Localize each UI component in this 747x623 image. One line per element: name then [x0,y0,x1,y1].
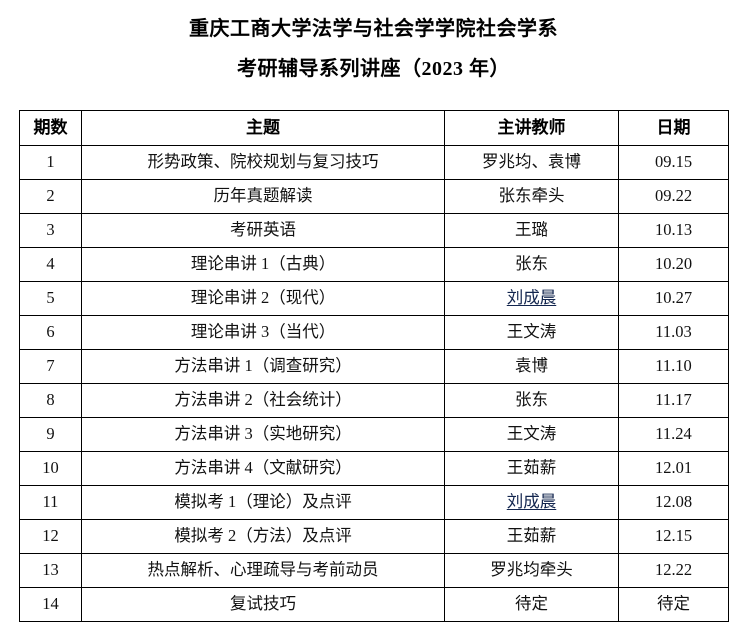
cell-topic: 理论串讲 2（现代） [81,281,445,316]
cell-session-number: 6 [19,315,82,350]
table-row: 10 方法串讲 4（文献研究） 王茹薪 12.01 [19,451,729,486]
cell-topic: 方法串讲 2（社会统计） [81,383,445,418]
cell-lecturer: 王文涛 [444,315,619,350]
schedule-table-wrapper: 期数 主题 主讲教师 日期 1 形势政策、院校规划与复习技巧 罗兆均、袁博 09.15… [0,110,747,622]
cell-topic: 热点解析、心理疏导与考前动员 [81,553,445,588]
cell-session-number: 2 [19,179,82,214]
cell-session-number: 13 [19,553,82,588]
cell-date: 11.17 [618,383,729,418]
table-body: 1 形势政策、院校规划与复习技巧 罗兆均、袁博 09.15 2 历年真题解读 张东牵头 09.… [19,145,729,622]
table-row: 3 考研英语 王璐 10.13 [19,213,729,248]
cell-lecturer: 待定 [444,587,619,622]
table-row: 11 模拟考 1（理论）及点评 刘成晨 12.08 [19,485,729,520]
cell-topic: 模拟考 2（方法）及点评 [81,519,445,554]
table-row: 12 模拟考 2（方法）及点评 王茹薪 12.15 [19,519,729,554]
cell-date: 09.15 [618,145,729,180]
cell-topic: 理论串讲 3（当代） [81,315,445,350]
cell-date: 10.13 [618,213,729,248]
cell-lecturer: 罗兆均、袁博 [444,145,619,180]
column-header-lecturer: 主讲教师 [444,110,619,146]
cell-lecturer: 张东 [444,247,619,282]
table-row: 9 方法串讲 3（实地研究） 王文涛 11.24 [19,417,729,452]
table-row: 8 方法串讲 2（社会统计） 张东 11.17 [19,383,729,418]
cell-session-number: 14 [19,587,82,622]
cell-lecturer: 王璐 [444,213,619,248]
column-header-topic: 主题 [81,110,445,146]
cell-date: 12.08 [618,485,729,520]
cell-topic: 理论串讲 1（古典） [81,247,445,282]
cell-date: 12.15 [618,519,729,554]
column-header-date: 日期 [618,110,729,146]
cell-session-number: 10 [19,451,82,486]
cell-date: 11.10 [618,349,729,384]
cell-date: 12.22 [618,553,729,588]
document-title-block: 重庆工商大学法学与社会学学院社会学系 考研辅导系列讲座（2023 年） [0,0,747,86]
table-row: 6 理论串讲 3（当代） 王文涛 11.03 [19,315,729,350]
table-row: 2 历年真题解读 张东牵头 09.22 [19,179,729,214]
cell-date: 待定 [618,587,729,622]
cell-lecturer: 刘成晨 [444,281,619,316]
cell-lecturer: 王茹薪 [444,451,619,486]
cell-date: 09.22 [618,179,729,214]
cell-topic: 方法串讲 1（调查研究） [81,349,445,384]
lecturer-link[interactable]: 刘成晨 [506,492,557,512]
page-title-line-1: 重庆工商大学法学与社会学学院社会学系 [189,18,558,40]
cell-session-number: 1 [19,145,82,180]
page-title-line-2: 考研辅导系列讲座（2023 年） [237,58,510,80]
cell-topic: 方法串讲 3（实地研究） [81,417,445,452]
cell-topic: 历年真题解读 [81,179,445,214]
cell-lecturer: 王茹薪 [444,519,619,554]
lecture-schedule-table: 期数 主题 主讲教师 日期 1 形势政策、院校规划与复习技巧 罗兆均、袁博 09.15… [19,110,729,622]
cell-lecturer: 张东牵头 [444,179,619,214]
column-header-session-number: 期数 [19,110,82,146]
table-row: 4 理论串讲 1（古典） 张东 10.20 [19,247,729,282]
cell-lecturer: 袁博 [444,349,619,384]
cell-session-number: 8 [19,383,82,418]
table-row: 7 方法串讲 1（调查研究） 袁博 11.10 [19,349,729,384]
table-header-row: 期数 主题 主讲教师 日期 [19,110,729,146]
cell-date: 10.27 [618,281,729,316]
table-row: 5 理论串讲 2（现代） 刘成晨 10.27 [19,281,729,316]
cell-date: 10.20 [618,247,729,282]
cell-topic: 模拟考 1（理论）及点评 [81,485,445,520]
table-header: 期数 主题 主讲教师 日期 [19,110,729,146]
cell-date: 12.01 [618,451,729,486]
table-row: 1 形势政策、院校规划与复习技巧 罗兆均、袁博 09.15 [19,145,729,180]
cell-topic: 考研英语 [81,213,445,248]
cell-session-number: 11 [19,485,82,520]
cell-session-number: 5 [19,281,82,316]
cell-lecturer: 王文涛 [444,417,619,452]
cell-date: 11.24 [618,417,729,452]
cell-session-number: 4 [19,247,82,282]
cell-session-number: 3 [19,213,82,248]
cell-date: 11.03 [618,315,729,350]
cell-topic: 复试技巧 [81,587,445,622]
cell-lecturer: 刘成晨 [444,485,619,520]
lecturer-link[interactable]: 刘成晨 [506,288,557,308]
cell-lecturer: 张东 [444,383,619,418]
cell-session-number: 12 [19,519,82,554]
cell-topic: 形势政策、院校规划与复习技巧 [81,145,445,180]
table-row: 14 复试技巧 待定 待定 [19,587,729,622]
table-row: 13 热点解析、心理疏导与考前动员 罗兆均牵头 12.22 [19,553,729,588]
cell-session-number: 9 [19,417,82,452]
cell-session-number: 7 [19,349,82,384]
cell-lecturer: 罗兆均牵头 [444,553,619,588]
cell-topic: 方法串讲 4（文献研究） [81,451,445,486]
